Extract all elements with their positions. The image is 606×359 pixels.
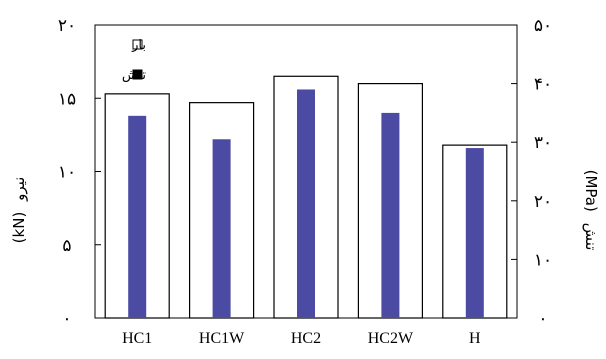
bar-filled: [465, 148, 484, 318]
left-tick-label: ۰: [62, 309, 71, 328]
svg-text:(MPa) تنش: (MPa) تنش: [582, 170, 600, 251]
right-axis-word: تنش: [582, 223, 600, 251]
category-label: HC2: [291, 330, 321, 347]
right-tick-label: ۲۰: [534, 192, 552, 211]
legend-swatch-filled: [132, 69, 143, 80]
legend: بار تنش: [122, 38, 146, 83]
category-axis: HC1 HC1W HC2 HC2W H: [122, 330, 481, 347]
left-tick-label: ۲۰: [58, 16, 76, 35]
right-axis: ۰ ۱۰ ۲۰ ۳۰ ۴۰ ۵۰: [511, 16, 552, 328]
category-label: HC1: [122, 330, 152, 347]
legend-label-outline: بار: [131, 38, 146, 53]
svg-text:(kN) نیرو: (kN) نیرو: [10, 177, 28, 244]
legend-item-outline: بار: [131, 38, 146, 53]
bar-filled: [297, 89, 315, 319]
legend-item-filled: تنش: [122, 68, 146, 83]
right-tick-label: ۱۰: [534, 250, 552, 269]
legend-label-filled: تنش: [122, 68, 146, 83]
right-axis-unit: (MPa): [582, 170, 600, 212]
left-tick-label: ۱۰: [58, 163, 76, 182]
bar-filled: [212, 139, 231, 318]
left-axis-word: نیرو: [10, 177, 28, 202]
category-label: HC2W: [368, 330, 414, 347]
left-axis: ۰ ۵ ۱۰ ۱۵ ۲۰: [58, 16, 101, 328]
right-tick-label: ۵۰: [534, 16, 552, 35]
bar-filled: [128, 115, 147, 318]
right-tick-label: ۳۰: [534, 133, 552, 152]
right-axis-title: (MPa) تنش: [582, 170, 600, 251]
left-tick-label: ۱۵: [58, 89, 76, 108]
left-tick-label: ۵: [62, 236, 71, 255]
legend-swatch-outline: [132, 39, 143, 50]
right-tick-label: ۴۰: [534, 75, 552, 94]
category-label: HC1W: [199, 330, 245, 347]
category-label: H: [469, 330, 481, 347]
bar-filled: [381, 112, 400, 319]
left-axis-title: (kN) نیرو: [10, 177, 28, 244]
bars: [104, 75, 508, 319]
right-tick-label: ۰: [538, 309, 547, 328]
left-axis-unit: (kN): [10, 212, 28, 244]
